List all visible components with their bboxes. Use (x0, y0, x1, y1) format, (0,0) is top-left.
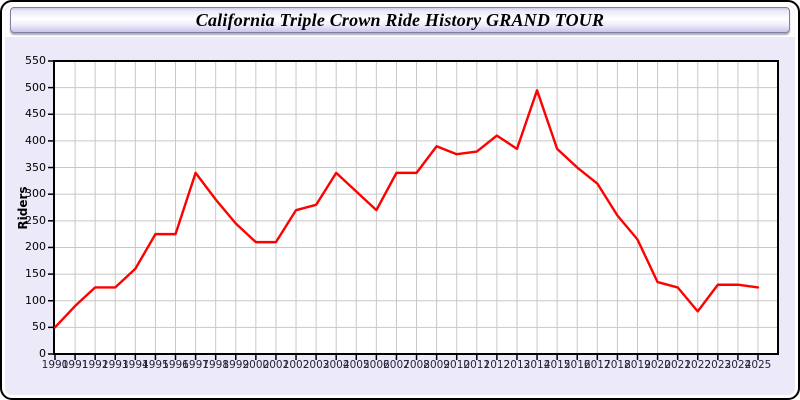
x-tick-label: 2023 (704, 359, 732, 371)
x-tick-label: 2005 (342, 359, 370, 371)
x-tick-label: 2007 (383, 359, 410, 371)
x-tick-label: 2006 (362, 359, 390, 371)
y-tick-label: 500 (25, 80, 46, 94)
y-tick-label: 350 (25, 160, 46, 174)
x-tick-label: 2015 (543, 359, 571, 371)
x-tick-label: 2011 (463, 359, 491, 371)
y-tick-label: 50 (32, 320, 46, 334)
chart-title: California Triple Crown Ride History GRA… (195, 9, 605, 30)
x-tick-label: 1993 (101, 359, 129, 371)
y-tick-label: 200 (25, 240, 46, 254)
y-tick-label: 250 (25, 213, 46, 227)
y-tick-label: 400 (25, 133, 46, 147)
plot-area (48, 60, 779, 360)
x-tick-label: 1999 (222, 359, 250, 371)
x-tick-label: 1990 (41, 359, 69, 371)
plot-bg (54, 61, 778, 354)
x-tick-label: 2000 (242, 359, 270, 371)
x-tick-label: 2009 (423, 359, 450, 371)
x-tick-label: 1996 (162, 359, 189, 371)
y-tick-label: 0 (39, 347, 46, 360)
x-tick-label: 2014 (523, 359, 551, 371)
x-tick-label: 2008 (403, 359, 430, 371)
data-series-line (53, 89, 760, 329)
x-tick-label: 1995 (142, 359, 169, 371)
x-tick-label: 2017 (583, 359, 611, 371)
x-tick-label: 1991 (61, 359, 89, 371)
title-bar: California Triple Crown Ride History GRA… (10, 7, 790, 33)
x-tick-label: 2013 (503, 359, 531, 371)
x-tick-label: 2022 (684, 359, 712, 371)
x-tick-label: 2020 (644, 359, 671, 371)
y-tick-label: 550 (25, 54, 46, 67)
y-tick-label: 300 (25, 187, 46, 201)
x-tick-label: 2010 (443, 359, 471, 371)
y-tick-label: 450 (25, 107, 46, 121)
x-tick-label: 2001 (262, 359, 290, 371)
x-tick-label: 2024 (724, 359, 752, 371)
x-tick-label: 1992 (81, 359, 109, 371)
x-tick-label: 1997 (182, 359, 209, 371)
x-tick-label: 2021 (664, 359, 692, 371)
x-tick-label: 2025 (744, 359, 772, 371)
y-tick-label: 150 (25, 267, 46, 281)
chart-canvas: Riders 0 50 100 150 200 250 300 350 400 450 500 550… (2, 38, 798, 398)
x-tick-label: 2016 (563, 359, 591, 371)
x-tick-label: 2019 (624, 359, 651, 371)
x-tick-label: 2018 (604, 359, 631, 371)
y-tick-label: 100 (25, 293, 46, 307)
x-tick-label: 2002 (282, 359, 310, 371)
x-tick-label: 2004 (322, 359, 350, 371)
x-tick-label: 2003 (302, 359, 330, 371)
x-tick-label: 1994 (121, 359, 149, 371)
x-tick-label: 1998 (202, 359, 230, 371)
x-tick-label: 2012 (483, 359, 511, 371)
